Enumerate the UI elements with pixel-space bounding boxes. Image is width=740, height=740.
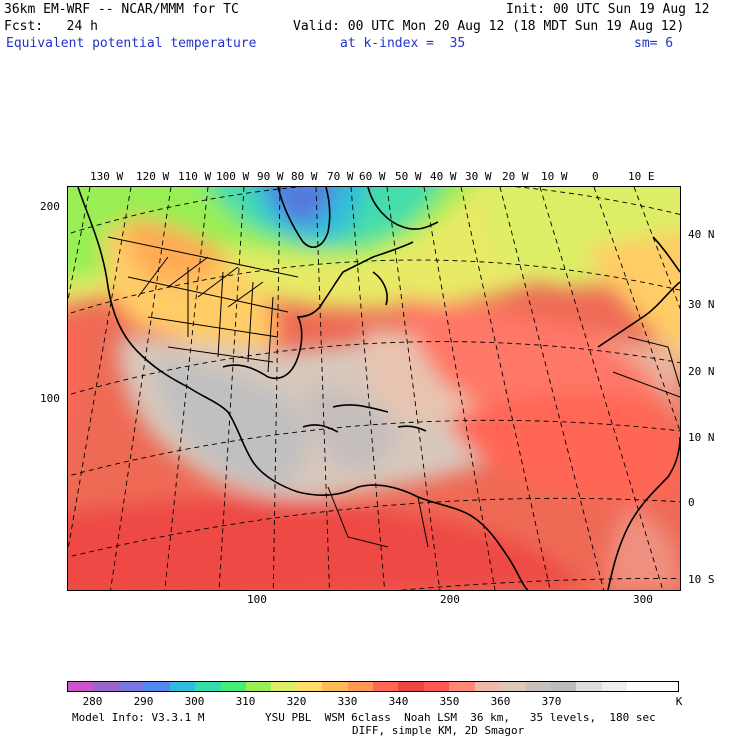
color-swatch — [245, 682, 272, 691]
lat-label: 10 S — [688, 573, 715, 586]
lat-label: 40 N — [688, 228, 715, 241]
theta-e-map — [67, 186, 681, 591]
grid-x-label: 300 — [633, 593, 653, 606]
color-swatch — [195, 682, 221, 691]
grid-y-label: 100 — [40, 392, 60, 405]
color-scale-tick: K — [675, 695, 683, 708]
lon-label: 90 W — [257, 170, 284, 183]
grid-x-label: 200 — [440, 593, 460, 606]
model-info: Model Info: V3.3.1 M — [72, 711, 205, 724]
color-swatch — [373, 682, 399, 691]
color-swatch — [500, 682, 526, 691]
color-swatch — [652, 682, 679, 691]
political-borders — [107, 236, 680, 548]
color-scale-tick: 330 — [337, 695, 358, 708]
lon-label: 10 W — [541, 170, 568, 183]
grid-x-label: 100 — [247, 593, 267, 606]
color-swatch — [551, 682, 577, 691]
map-canvas — [68, 187, 680, 590]
color-scale-tick: 310 — [235, 695, 256, 708]
diffusion-info: DIFF, simple KM, 2D Smagor — [352, 724, 525, 737]
color-scale-tick: 350 — [439, 695, 460, 708]
theta-e-field — [68, 187, 680, 590]
smoothing-label: sm= 6 — [634, 36, 674, 51]
lon-label: 20 W — [502, 170, 529, 183]
color-scale-tick: 370 — [541, 695, 562, 708]
color-swatch — [296, 682, 323, 691]
color-scale-tick: 320 — [286, 695, 307, 708]
color-swatch — [576, 682, 602, 691]
level-label: at k-index = 35 — [340, 36, 466, 51]
color-swatch — [423, 682, 450, 691]
lon-label: 60 W — [359, 170, 386, 183]
init-time: Init: 00 UTC Sun 19 Aug 12 — [506, 2, 710, 17]
lat-label: 30 N — [688, 298, 715, 311]
color-scale-tick: 360 — [490, 695, 511, 708]
color-swatch — [449, 682, 475, 691]
lon-label: 10 E — [628, 170, 655, 183]
lon-label: 40 W — [430, 170, 457, 183]
color-scale — [67, 681, 679, 692]
physics-info: YSU PBL WSM 6class Noah LSM 36 km, 35 le… — [265, 711, 656, 724]
lat-label: 10 N — [688, 431, 715, 444]
lat-label: 0 — [688, 496, 695, 509]
forecast-hour: Fcst: 24 h — [4, 19, 98, 34]
lon-label: 80 W — [291, 170, 318, 183]
lat-label: 20 N — [688, 365, 715, 378]
lon-label: 120 W — [136, 170, 170, 183]
lon-label: 0 — [592, 170, 599, 183]
model-title: 36km EM-WRF -- NCAR/MMM for TC — [4, 2, 239, 17]
lon-label: 100 W — [216, 170, 250, 183]
color-swatch — [93, 682, 119, 691]
lon-label: 50 W — [395, 170, 422, 183]
color-swatch — [68, 682, 94, 691]
color-swatch — [322, 682, 348, 691]
color-swatch — [525, 682, 552, 691]
color-swatch — [220, 682, 246, 691]
coastlines — [77, 187, 680, 590]
color-scale-tick: 340 — [388, 695, 409, 708]
color-swatch — [627, 682, 653, 691]
graticule — [68, 187, 680, 590]
color-swatch — [271, 682, 297, 691]
color-swatch — [398, 682, 424, 691]
lon-label: 130 W — [90, 170, 124, 183]
grid-y-label: 200 — [40, 200, 60, 213]
color-scale-tick: 300 — [184, 695, 205, 708]
color-swatch — [144, 682, 170, 691]
lon-label: 30 W — [465, 170, 492, 183]
color-scale-tick: 280 — [82, 695, 103, 708]
valid-time: Valid: 00 UTC Mon 20 Aug 12 (18 MDT Sun … — [293, 19, 685, 34]
color-swatch — [474, 682, 501, 691]
color-swatch — [601, 682, 628, 691]
field-name: Equivalent potential temperature — [6, 36, 257, 51]
color-swatch — [118, 682, 145, 691]
color-swatch — [169, 682, 196, 691]
lon-label: 110 W — [178, 170, 212, 183]
color-swatch — [347, 682, 374, 691]
lon-label: 70 W — [327, 170, 354, 183]
color-scale-tick: 290 — [133, 695, 154, 708]
